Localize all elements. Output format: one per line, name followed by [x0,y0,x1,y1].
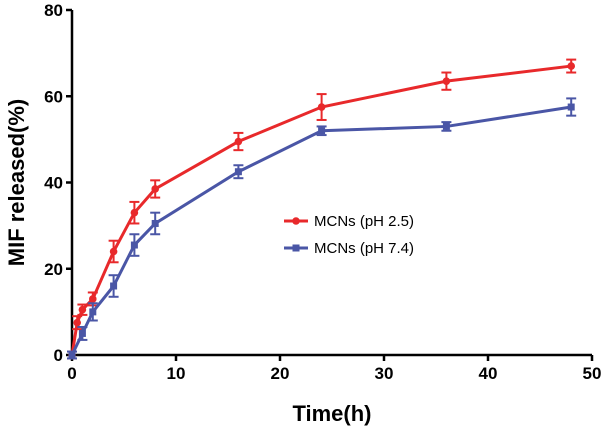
data-point [317,103,326,111]
y-axis-title: MIF released(%) [4,99,29,267]
legend-item-2: MCNs (pH 7.4) [284,240,414,257]
series-line [70,105,572,356]
legend-label: MCNs (pH 2.5) [314,213,414,230]
x-tick-label: 20 [271,364,290,383]
data-point [442,122,450,130]
x-tick-label: 30 [375,364,394,383]
x-tick-label: 40 [479,364,498,383]
y-tick-label: 20 [44,260,63,279]
data-point [73,318,81,327]
x-tick-label: 50 [583,364,602,383]
series-layer [67,58,577,360]
x-tick-label: 10 [167,364,186,383]
data-point [78,305,87,314]
data-point [78,329,86,337]
data-point [442,77,451,85]
legend-marker [292,217,300,225]
data-point [68,351,76,359]
data-point [89,308,97,316]
data-point [89,295,97,303]
series-1 [67,58,577,360]
data-point [110,282,118,290]
legend-label: MCNs (pH 7.4) [314,240,414,257]
data-point [151,185,159,193]
series-2 [67,97,577,360]
data-point [234,168,242,176]
data-point [567,103,575,111]
data-point [130,241,138,249]
y-tick-label: 0 [54,346,63,365]
x-axis-title: Time(h) [292,401,371,426]
y-tick-label: 80 [44,1,63,20]
data-point [109,247,118,256]
y-tick-label: 60 [44,87,63,106]
y-tick-label: 40 [44,174,63,193]
legend-marker [292,244,300,252]
legend: MCNs (pH 2.5) MCNs (pH 7.4) [284,213,414,257]
data-point [318,127,326,135]
legend-item-1: MCNs (pH 2.5) [284,213,414,230]
data-point [567,62,575,70]
x-tick-label: 0 [67,364,76,383]
data-point [130,208,139,217]
data-point [234,137,243,146]
axes: 0 10 20 30 40 50 0 20 40 60 80 [44,1,601,383]
data-point [151,219,159,227]
